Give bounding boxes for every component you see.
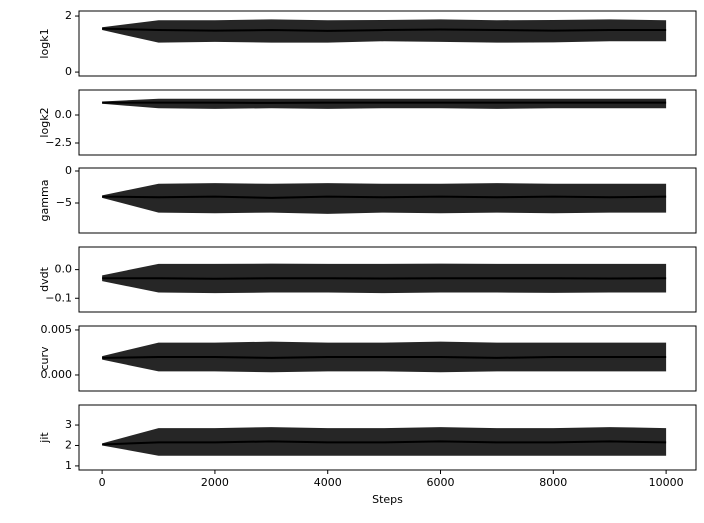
y-tick-label: 2 [65, 438, 72, 451]
trace-median [102, 27, 667, 32]
x-tick-label: 4000 [314, 476, 342, 489]
trace-band [102, 98, 667, 109]
trace-median [102, 355, 667, 359]
axes-frame [78, 246, 697, 313]
y-axis-label: gamma [38, 180, 51, 222]
trace-band [102, 183, 667, 214]
axes-frame [78, 167, 697, 234]
trace-median [102, 195, 667, 199]
trace-band [102, 427, 667, 456]
y-tick-label: 0.0 [55, 108, 73, 121]
x-tick-label: 10000 [649, 476, 684, 489]
y-tick-label: 2 [65, 9, 72, 22]
axes-frame [78, 404, 697, 471]
x-axis-label: Steps [372, 493, 403, 506]
x-tick-label: 8000 [539, 476, 567, 489]
y-tick-label: 0.0 [55, 263, 73, 276]
y-axis-label: curv [38, 346, 51, 371]
y-tick-label: 0.000 [41, 368, 73, 381]
axes-frame [78, 10, 697, 77]
y-tick-label: −5 [56, 196, 72, 209]
y-tick-label: 0 [65, 164, 72, 177]
y-tick-label: 0 [65, 65, 72, 78]
x-tick-label: 0 [99, 476, 106, 489]
trace-median [102, 440, 667, 446]
y-axis-label: jit [38, 432, 51, 444]
trace-median [102, 277, 667, 280]
y-axis-label: logk1 [38, 28, 51, 58]
y-axis-label: logk2 [38, 107, 51, 137]
y-tick-label: 1 [65, 459, 72, 472]
y-tick-label: −2.5 [45, 136, 72, 149]
y-tick-label: 0.005 [41, 323, 73, 336]
y-tick-label: 3 [65, 418, 72, 431]
x-tick-label: 6000 [427, 476, 455, 489]
y-tick-label: −0.1 [45, 291, 72, 304]
axes-frame [78, 325, 697, 392]
x-tick-label: 2000 [201, 476, 229, 489]
y-axis-label: dvdt [38, 266, 51, 291]
axes-frame [78, 89, 697, 156]
